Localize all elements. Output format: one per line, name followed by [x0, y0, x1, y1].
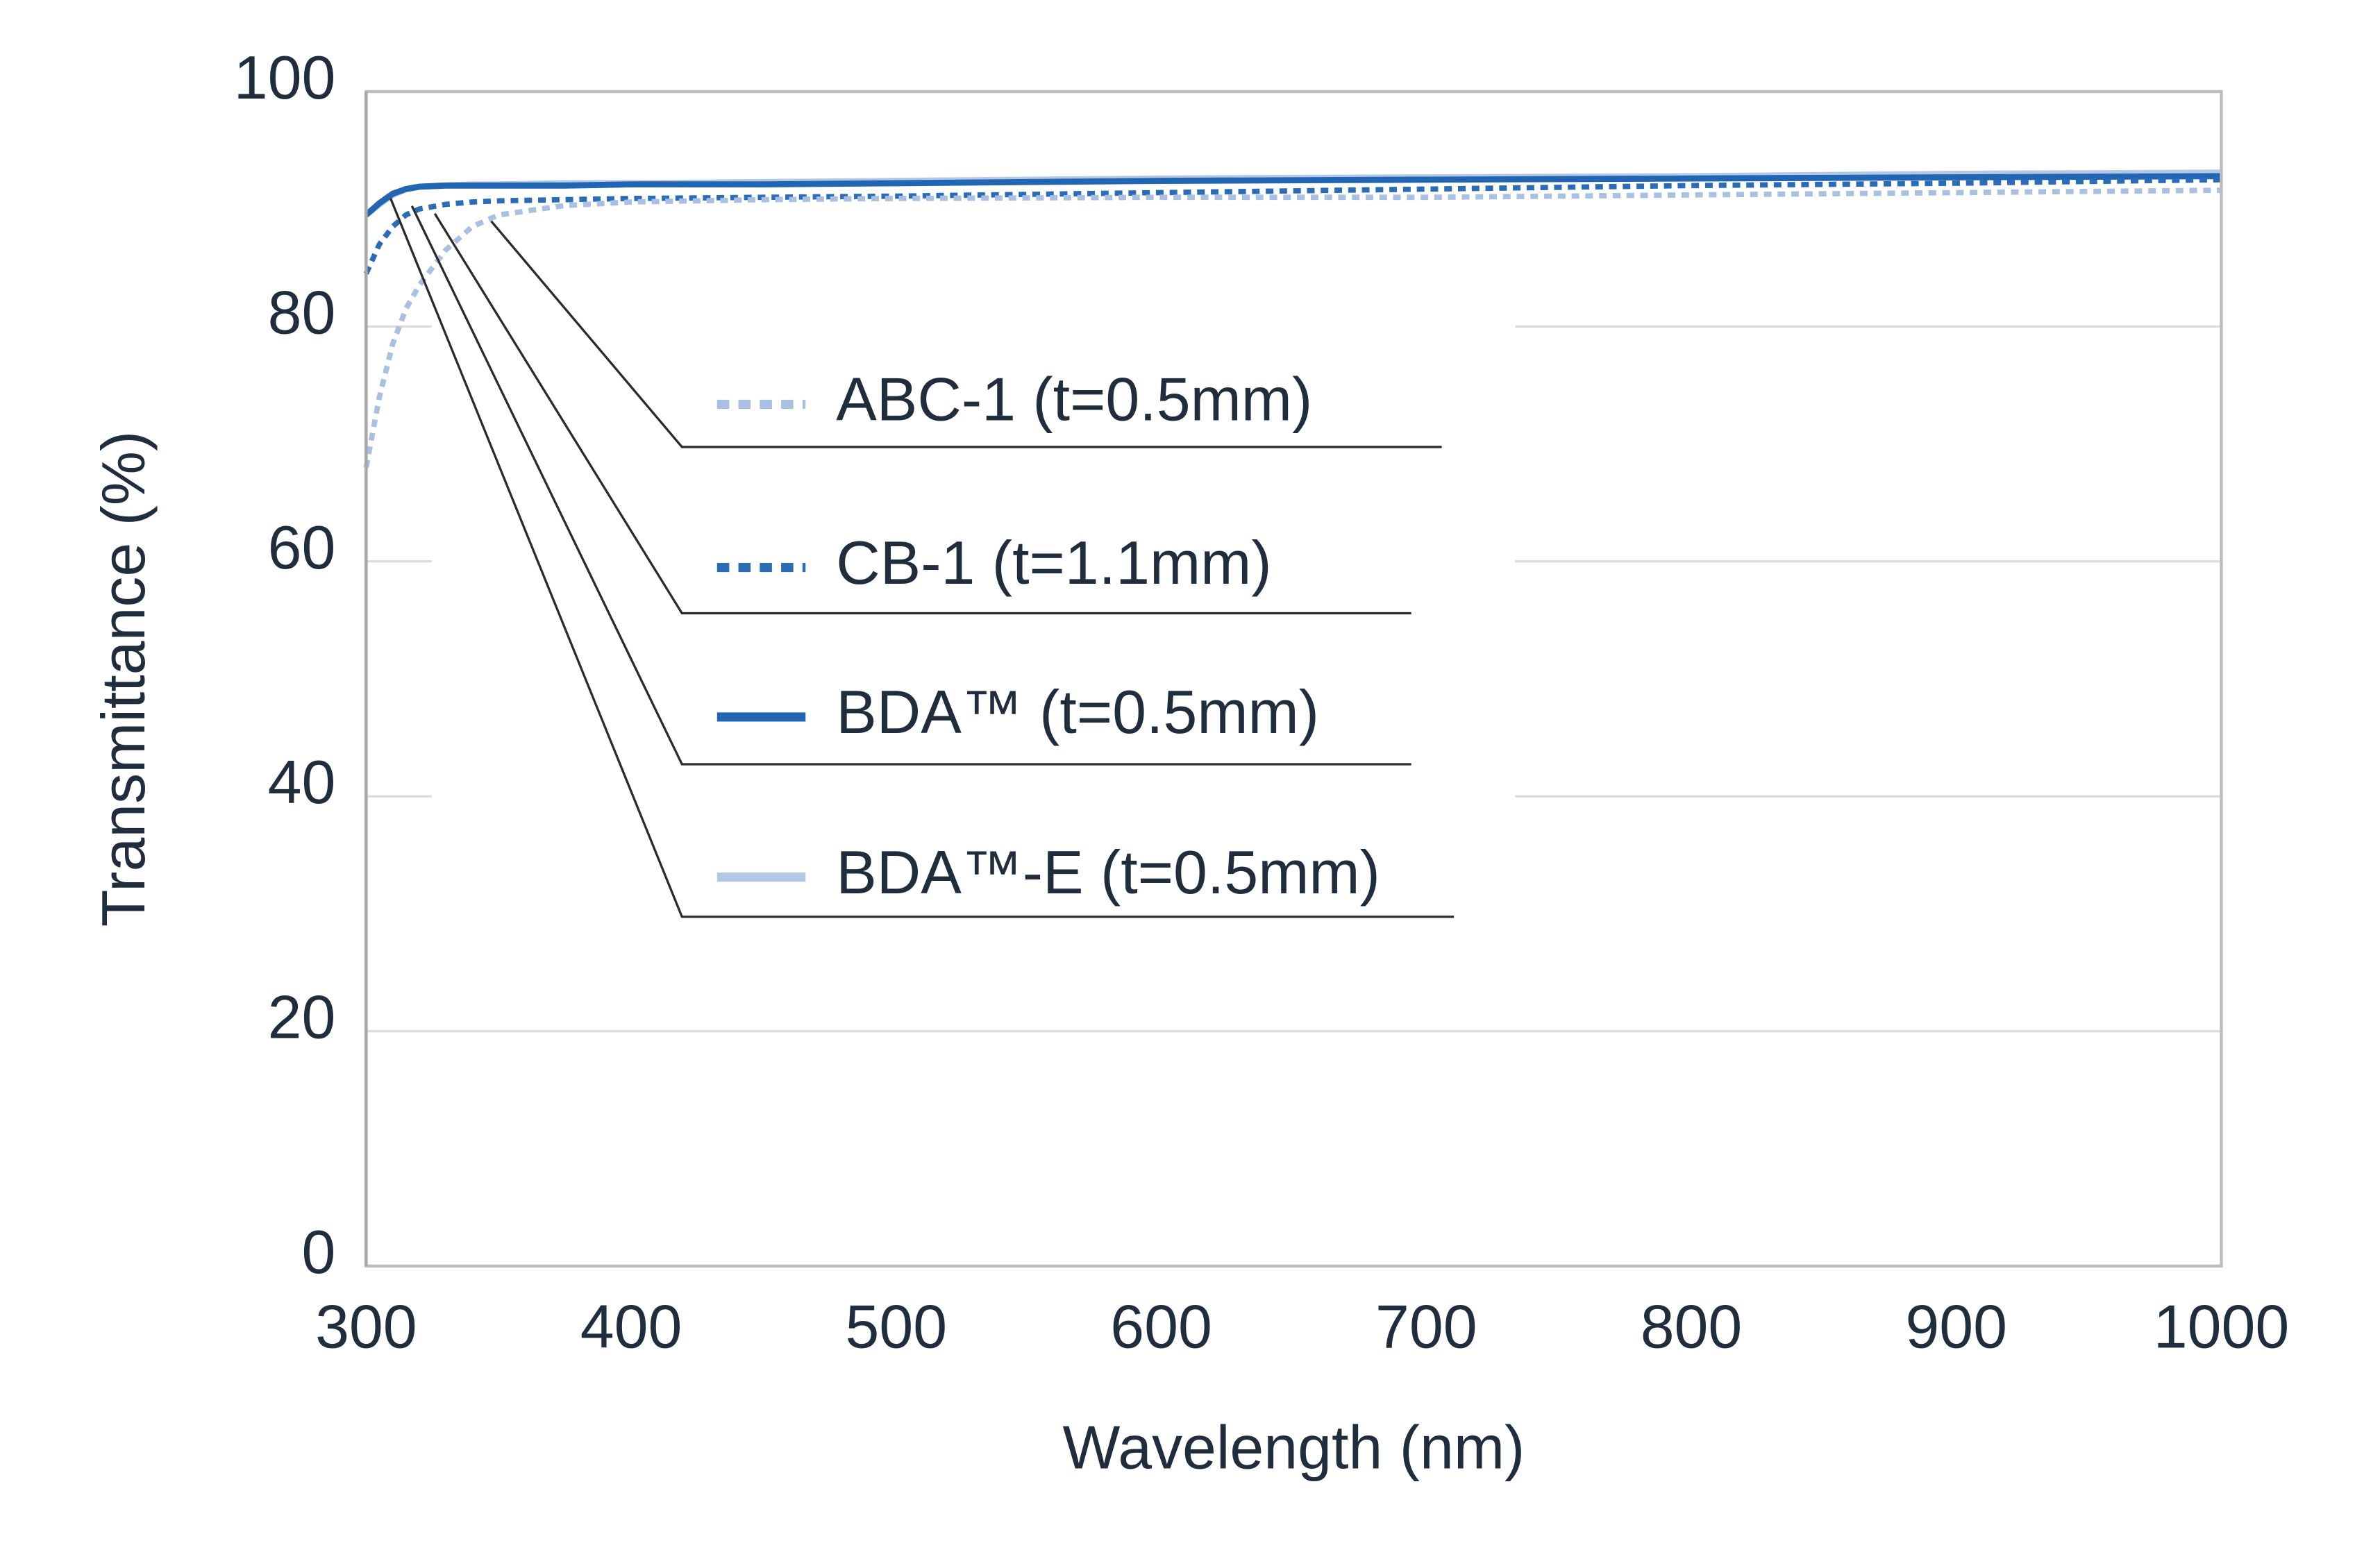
- series-line: [364, 173, 2222, 217]
- y-tick-label: 100: [234, 43, 336, 112]
- plot-lines: [363, 169, 2222, 469]
- leader-line: [433, 212, 1411, 615]
- y-tick-label: 20: [268, 983, 336, 1052]
- y-tick-label: 40: [268, 748, 336, 816]
- x-tick-label: 700: [1375, 1292, 1477, 1361]
- ticks: 0 20 40 60 80 100 300 400 500 600 700 800 900 1000: [234, 43, 2289, 1361]
- legend-label: CB-1 (t=1.1mm): [836, 528, 1271, 597]
- y-tick-label: 60: [268, 513, 336, 582]
- x-tick-label: 500: [846, 1292, 948, 1361]
- y-axis-title: Transmittance (%): [89, 431, 158, 927]
- legend-background: [431, 312, 1516, 946]
- legend-label: ABC-1 (t=0.5mm): [836, 365, 1312, 434]
- x-tick-label: 800: [1641, 1292, 1743, 1361]
- x-tick-label: 400: [580, 1292, 682, 1361]
- series-line: [363, 177, 2222, 275]
- x-tick-label: 900: [1905, 1292, 2007, 1361]
- leader-lines: [389, 198, 1455, 918]
- y-tick-label: 80: [268, 278, 336, 346]
- x-tick-label: 600: [1110, 1292, 1212, 1361]
- leader-line: [410, 205, 1411, 766]
- x-tick-label: 300: [315, 1292, 417, 1361]
- x-axis-title: Wavelength (nm): [1063, 1413, 1525, 1481]
- legend-label: BDA™ (t=0.5mm): [836, 677, 1319, 746]
- y-tick-label: 0: [302, 1217, 336, 1286]
- leader-line: [389, 198, 1455, 918]
- legend-label: BDA™-E (t=0.5mm): [836, 838, 1380, 907]
- x-tick-label: 1000: [2154, 1292, 2289, 1361]
- leader-line: [490, 220, 1442, 448]
- series-line: [363, 187, 2222, 469]
- legend: ABC-1 (t=0.5mm) CB-1 (t=1.1mm) BDA™ (t=0.5…: [716, 365, 1380, 907]
